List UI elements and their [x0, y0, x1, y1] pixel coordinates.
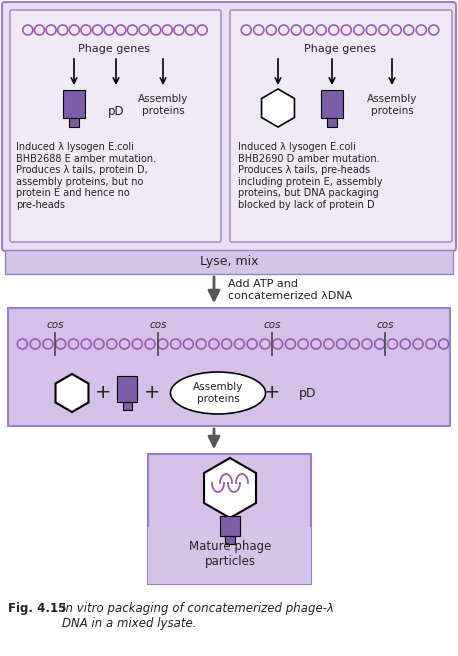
FancyBboxPatch shape: [2, 2, 456, 251]
FancyBboxPatch shape: [148, 527, 311, 584]
Text: cos: cos: [149, 320, 167, 330]
FancyBboxPatch shape: [230, 10, 452, 242]
Text: cos: cos: [46, 320, 64, 330]
Text: cos: cos: [263, 320, 281, 330]
FancyBboxPatch shape: [321, 90, 343, 118]
FancyBboxPatch shape: [63, 90, 85, 118]
FancyBboxPatch shape: [225, 536, 235, 544]
FancyBboxPatch shape: [117, 376, 137, 402]
FancyBboxPatch shape: [69, 118, 79, 127]
Text: Lyse, mix: Lyse, mix: [200, 255, 258, 268]
Text: Add ATP and: Add ATP and: [228, 279, 298, 289]
FancyBboxPatch shape: [122, 402, 131, 410]
Text: Phage genes: Phage genes: [78, 44, 150, 54]
FancyBboxPatch shape: [8, 308, 450, 426]
Text: In vitro packaging of concatemerized phage-λ
DNA in a mixed lysate.: In vitro packaging of concatemerized pha…: [62, 602, 334, 630]
Text: Induced λ lysogen E.coli
BHB2688 E amber mutation.
Produces λ tails, protein D,
: Induced λ lysogen E.coli BHB2688 E amber…: [16, 142, 156, 210]
FancyBboxPatch shape: [148, 454, 311, 584]
FancyBboxPatch shape: [327, 118, 337, 127]
Text: cos: cos: [376, 320, 394, 330]
Text: pD: pD: [299, 386, 317, 400]
Polygon shape: [55, 374, 88, 412]
Text: Assembly
proteins: Assembly proteins: [138, 94, 188, 116]
Ellipse shape: [170, 372, 266, 414]
Polygon shape: [204, 458, 256, 518]
FancyBboxPatch shape: [220, 516, 240, 536]
Text: concatemerized λDNA: concatemerized λDNA: [228, 291, 352, 301]
Text: Induced λ lysogen E.coli
BHB2690 D amber mutation.
Produces λ tails, pre-heads
i: Induced λ lysogen E.coli BHB2690 D amber…: [238, 142, 382, 210]
Text: Mature phage
particles: Mature phage particles: [189, 540, 271, 568]
Text: +: +: [144, 384, 160, 403]
Text: Assembly
proteins: Assembly proteins: [193, 382, 243, 404]
Text: Phage genes: Phage genes: [304, 44, 376, 54]
Text: pD: pD: [108, 106, 124, 119]
FancyBboxPatch shape: [10, 10, 221, 242]
Polygon shape: [262, 89, 294, 127]
FancyBboxPatch shape: [5, 250, 453, 274]
Text: Assembly
proteins: Assembly proteins: [367, 94, 417, 116]
Text: +: +: [95, 384, 111, 403]
Text: +: +: [264, 384, 280, 403]
Text: Fig. 4.15: Fig. 4.15: [8, 602, 66, 615]
